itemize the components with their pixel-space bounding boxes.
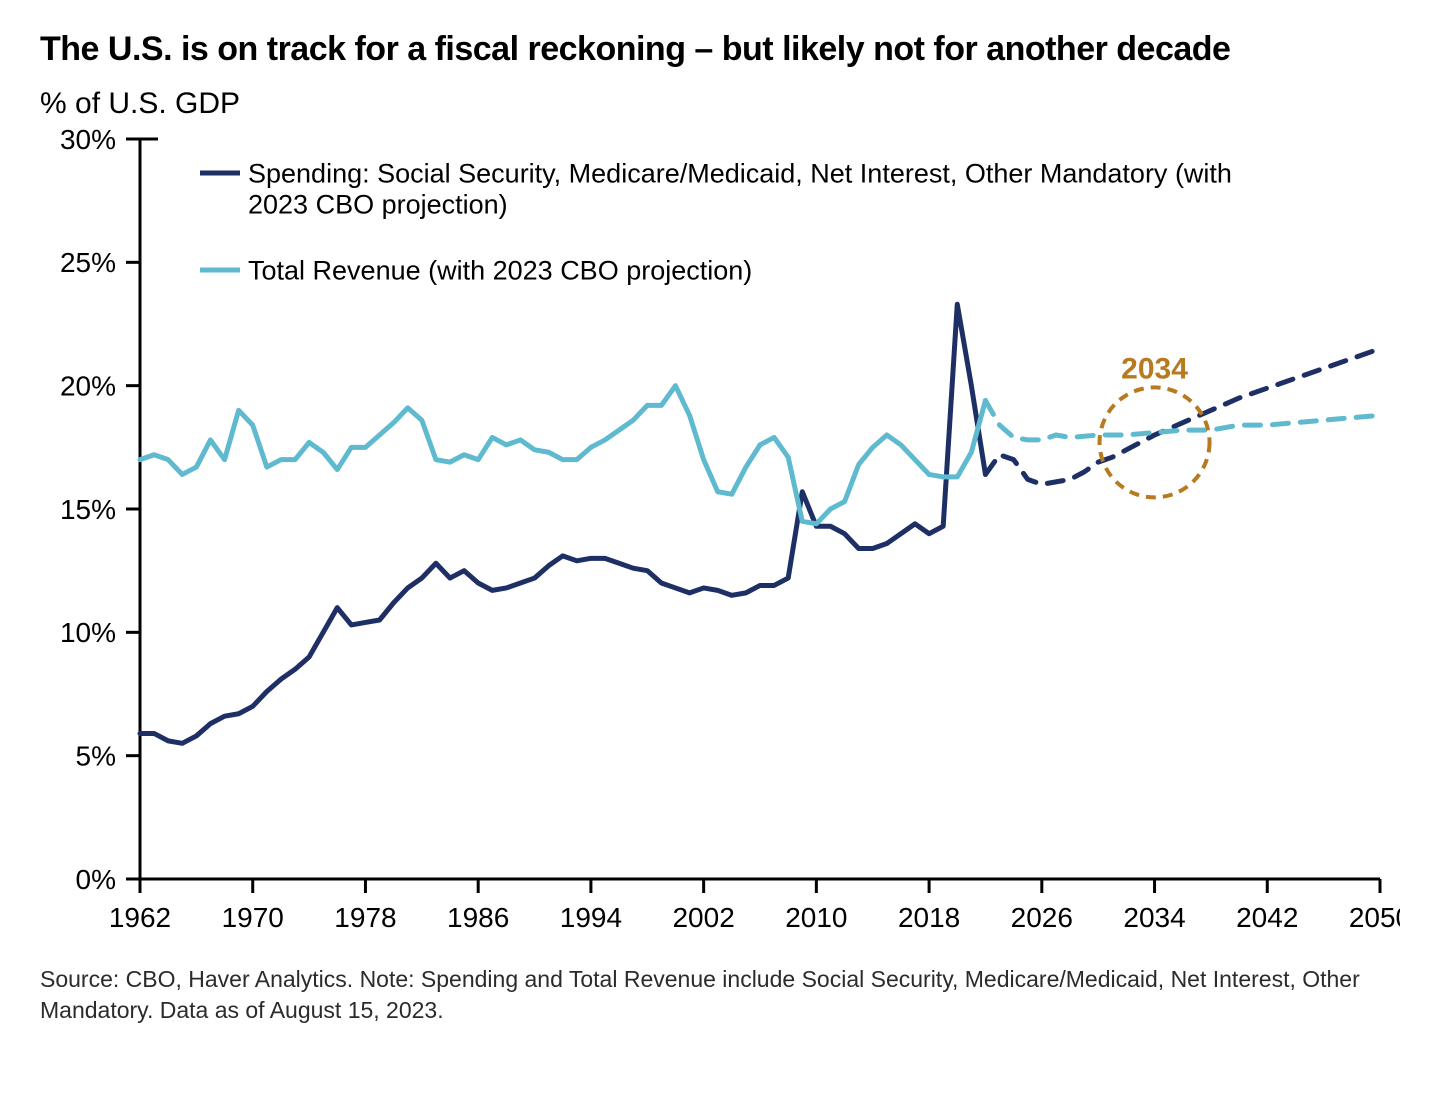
series-spending-historical <box>140 304 985 743</box>
x-tick-label: 1986 <box>447 902 509 933</box>
y-tick-label: 0% <box>76 864 116 895</box>
legend-label: 2023 CBO projection) <box>248 190 508 220</box>
x-tick-label: 2034 <box>1123 902 1185 933</box>
x-tick-label: 2026 <box>1011 902 1073 933</box>
x-tick-label: 2010 <box>785 902 847 933</box>
series-revenue-historical <box>140 386 985 524</box>
annotation-circle-2034 <box>1100 387 1210 497</box>
x-tick-label: 2002 <box>672 902 734 933</box>
y-tick-label: 20% <box>60 371 116 402</box>
x-tick-label: 1970 <box>222 902 284 933</box>
legend-label: Total Revenue (with 2023 CBO projection) <box>248 256 752 286</box>
y-tick-label: 10% <box>60 617 116 648</box>
x-tick-label: 1962 <box>109 902 171 933</box>
source-note: Source: CBO, Haver Analytics. Note: Spen… <box>40 964 1400 1026</box>
line-chart-svg: 0% 5% 10% 15% 20% 25% 30% 1962 1970 1978 1986 1994 2… <box>40 129 1400 949</box>
x-tick-label: 1994 <box>560 902 622 933</box>
y-tick-label: 25% <box>60 247 116 278</box>
x-tick-label: 2042 <box>1236 902 1298 933</box>
x-tick-label: 1978 <box>334 902 396 933</box>
x-tick-label: 2050 <box>1349 902 1400 933</box>
chart-page: The U.S. is on track for a fiscal reckon… <box>0 0 1440 1120</box>
y-tick-label: 15% <box>60 494 116 525</box>
y-tick-label: 5% <box>76 741 116 772</box>
chart-title: The U.S. is on track for a fiscal reckon… <box>40 30 1400 69</box>
y-tick-label: 30% <box>60 129 116 155</box>
chart-subtitle: % of U.S. GDP <box>40 87 1400 121</box>
x-tick-label: 2018 <box>898 902 960 933</box>
legend-label: Spending: Social Security, Medicare/Medi… <box>248 159 1232 189</box>
chart-area: 0% 5% 10% 15% 20% 25% 30% 1962 1970 1978 1986 1994 2… <box>40 129 1400 954</box>
annotation-label-2034: 2034 <box>1121 352 1188 385</box>
